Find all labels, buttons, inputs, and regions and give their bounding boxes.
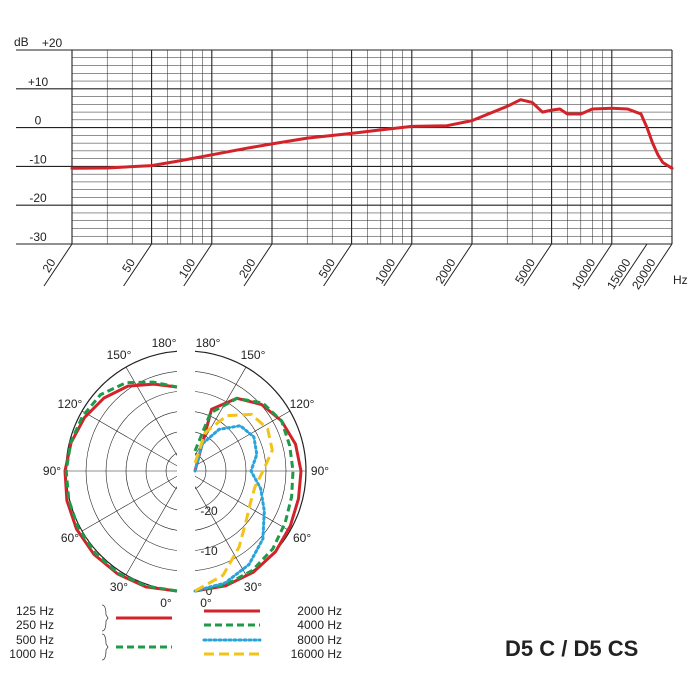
- angle-label-right: 30°: [244, 580, 262, 594]
- polar-curve-4000hz: [193, 396, 295, 593]
- legend-brace: [101, 633, 109, 661]
- x-tick-stroke: [123, 243, 153, 287]
- angle-label-left: 30°: [110, 580, 128, 594]
- polar-spoke: [195, 485, 247, 576]
- polar-spoke: [195, 366, 247, 457]
- polar-curve-125hz-250hz: [63, 382, 178, 593]
- x-tick-label: 50: [119, 256, 138, 275]
- legend-freq-label: 1000 Hz: [9, 647, 54, 661]
- x-tick-stroke: [643, 243, 673, 287]
- polar-center: [177, 462, 195, 480]
- x-unit-label: Hz: [673, 273, 688, 287]
- x-tick-stroke: [183, 243, 213, 287]
- x-tick-label: 200: [236, 256, 259, 281]
- angle-label-left: 180°: [152, 336, 177, 350]
- x-tick-label: 20: [40, 256, 59, 275]
- right-half-grid: [195, 350, 307, 592]
- angle-label-right: 60°: [293, 531, 311, 545]
- polar-curve-16000hz: [193, 412, 274, 593]
- y-tick-label: -10: [29, 152, 47, 166]
- radial-label: 0: [206, 584, 213, 598]
- polar-radial-labels: -20 -10 0: [200, 504, 218, 598]
- angle-label-right: 90°: [311, 464, 329, 478]
- model-title: D5 C / D5 CS: [505, 636, 639, 661]
- polar-spoke: [125, 485, 177, 576]
- x-tick-stroke: [443, 243, 473, 287]
- x-tick-stroke: [43, 243, 73, 287]
- y-tick-label: +20: [42, 36, 63, 50]
- radial-label: -10: [200, 544, 218, 558]
- angle-label-left: 0°: [160, 596, 172, 610]
- x-tick-label: 2000: [433, 256, 459, 286]
- angle-label-right: 150°: [241, 348, 266, 362]
- angle-label-left: 60°: [61, 531, 79, 545]
- polar-pattern-chart: 0° 30° 60° 90° 120° 150° 180° 0° 30° 60° 90° 120° 15…: [9, 336, 342, 661]
- x-tick-stroke: [383, 243, 413, 287]
- polar-curves: [63, 380, 303, 593]
- angle-label-right: 120°: [290, 397, 315, 411]
- x-tick-stroke: [583, 243, 613, 287]
- frequency-grid: [16, 49, 673, 245]
- polar-spoke: [195, 475, 291, 532]
- legend-freq-label: 250 Hz: [16, 618, 54, 632]
- radial-label: -20: [200, 504, 218, 518]
- legend-freq-label: 4000 Hz: [297, 618, 342, 632]
- x-tick-stroke: [618, 243, 648, 287]
- polar-spoke: [195, 410, 291, 467]
- x-tick-label: 10000: [569, 256, 599, 292]
- y-tick-label: -30: [29, 230, 47, 244]
- angle-label-left: 150°: [107, 348, 132, 362]
- polar-curve-500hz-1000hz: [64, 380, 178, 593]
- x-tick-stroke: [523, 243, 553, 287]
- x-tick-label: 500: [316, 256, 339, 281]
- polar-angle-labels: 0° 30° 60° 90° 120° 150° 180° 0° 30° 60° 90° 120° 15…: [43, 336, 329, 610]
- polar-spoke: [81, 475, 177, 532]
- x-tick-label: 5000: [512, 256, 538, 286]
- x-tick-label: 100: [176, 256, 199, 281]
- x-tick-label: 1000: [372, 256, 398, 286]
- x-tick-stroke: [243, 243, 273, 287]
- x-tick-stroke: [323, 243, 353, 287]
- legend-brace: [101, 604, 109, 632]
- angle-label-right: 0°: [200, 596, 212, 610]
- legend-freq-label: 8000 Hz: [297, 633, 342, 647]
- y-unit-label: dB: [14, 35, 29, 49]
- y-tick-label: 0: [35, 114, 42, 128]
- angle-label-right: 180°: [196, 336, 221, 350]
- x-tick-label: 15000: [604, 256, 634, 292]
- legend-freq-label: 125 Hz: [16, 604, 54, 618]
- legend-freq-label: 2000 Hz: [297, 604, 342, 618]
- y-tick-label: -20: [29, 191, 47, 205]
- legend-freq-label: 16000 Hz: [291, 647, 342, 661]
- polar-spoke: [81, 410, 177, 467]
- angle-label-left: 90°: [43, 464, 61, 478]
- frequency-response-chart: +20 +10 0 -10 -20 -30 20 50 100 200 500 1000 2000 50…: [14, 35, 688, 292]
- frequency-response-line: [70, 98, 674, 170]
- y-tick-labels: +20 +10 0 -10 -20 -30: [28, 36, 63, 244]
- polar-curve-8000hz: [193, 424, 266, 593]
- legend-freq-label: 500 Hz: [16, 633, 54, 647]
- angle-label-left: 120°: [58, 397, 83, 411]
- x-tick-label: 20000: [629, 256, 659, 292]
- y-tick-label: +10: [28, 75, 49, 89]
